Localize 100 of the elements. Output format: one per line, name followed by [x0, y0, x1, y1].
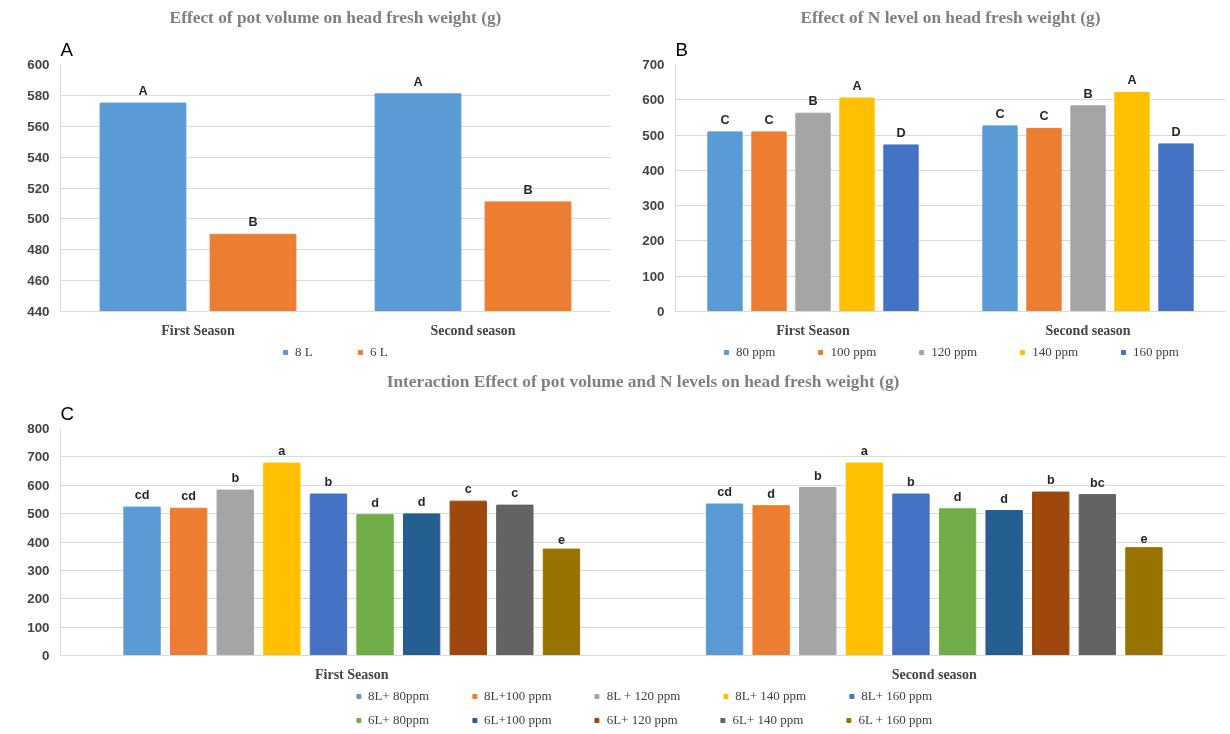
data-label: C: [720, 112, 730, 127]
data-label: D: [896, 125, 906, 140]
legend-label: 6L+100 ppm: [484, 712, 552, 728]
legend-label: 8L + 120 ppm: [606, 688, 681, 704]
data-label: A: [1127, 73, 1137, 88]
x-tick-label: Second season: [430, 322, 516, 338]
bar: [707, 131, 743, 312]
bar: [799, 487, 837, 656]
bar: [169, 507, 208, 656]
legend-label: 8L+ 160 ppm: [861, 688, 933, 704]
y-tick-label: 0: [42, 648, 50, 663]
y-tick-label: 400: [642, 162, 665, 178]
data-label: a: [860, 444, 869, 459]
bar: [985, 510, 1023, 656]
legend-label: 8 L: [295, 344, 314, 360]
data-label: b: [231, 471, 240, 486]
legend-label: 6 L: [370, 344, 389, 360]
data-label: B: [523, 182, 533, 197]
bar: [216, 489, 254, 656]
y-tick-label: 100: [642, 268, 665, 284]
data-label: d: [767, 486, 776, 501]
x-tick-label: First Season: [161, 322, 235, 338]
bar: [892, 493, 930, 656]
data-label: d: [1000, 491, 1009, 506]
data-label: C: [764, 112, 774, 127]
data-label: b: [324, 475, 333, 490]
data-label: cd: [717, 484, 732, 499]
legend-label: 6L+ 140 ppm: [732, 712, 804, 728]
bar: [449, 500, 487, 656]
x-tick-label: Second season: [891, 666, 978, 682]
x-tick-label: First Season: [315, 666, 389, 682]
bar: [705, 503, 744, 656]
bar: [356, 514, 394, 656]
bar: [1032, 491, 1070, 656]
y-tick-label: 500: [27, 211, 50, 227]
chart-title: Effect of pot volume on head fresh weight (g): [169, 7, 502, 27]
y-tick-label: 520: [27, 180, 50, 196]
data-label: c: [464, 482, 472, 497]
data-label: e: [1140, 531, 1148, 546]
bar: [1114, 91, 1150, 312]
bar: [839, 97, 875, 312]
bar: [1078, 494, 1117, 656]
y-tick-label: 440: [27, 304, 50, 319]
data-label: d: [371, 495, 379, 510]
data-label: b: [1046, 473, 1055, 488]
y-tick-label: 700: [27, 449, 50, 465]
bar: [982, 125, 1018, 312]
data-label: C: [995, 106, 1005, 121]
bar: [1158, 143, 1194, 312]
data-label: a: [278, 444, 287, 459]
y-tick-label: 100: [27, 619, 50, 635]
legend-label: 6L+ 120 ppm: [606, 712, 678, 728]
text: B: [675, 38, 688, 60]
data-label: cd: [181, 489, 197, 504]
bar: [845, 462, 884, 656]
y-tick-label: 460: [27, 273, 50, 289]
data-label: b: [813, 468, 822, 483]
x-tick-label: Second season: [1045, 322, 1131, 338]
data-label: A: [413, 74, 423, 89]
y-tick-label: 500: [27, 506, 50, 522]
bar: [123, 506, 161, 656]
legend-label: 8L+100 ppm: [484, 688, 552, 704]
legend-label: 8L+ 140 ppm: [735, 688, 807, 704]
data-label: e: [557, 533, 565, 548]
bar: [1125, 547, 1163, 656]
y-tick-label: 0: [657, 304, 665, 319]
bar: [938, 508, 977, 656]
y-tick-label: 600: [642, 92, 665, 108]
bar: [263, 462, 301, 656]
legend-label: 8L+ 80ppm: [367, 688, 430, 704]
legend-label: 6L + 160 ppm: [858, 712, 933, 728]
chart-title: Effect of N level on head fresh weight (g): [800, 7, 1101, 27]
bar: [402, 513, 441, 656]
bar: [309, 493, 348, 656]
data-label: B: [248, 215, 258, 230]
y-tick-label: 600: [27, 477, 50, 493]
y-tick-label: 700: [642, 57, 665, 72]
bar: [751, 131, 787, 312]
chart-title: Interaction Effect of pot volume and N levels on head fresh weight (g): [386, 371, 900, 391]
y-tick-label: 480: [27, 242, 50, 258]
data-label: b: [907, 475, 916, 490]
legend-label: 160 ppm: [1133, 344, 1179, 360]
bar: [795, 112, 831, 312]
data-label: B: [1083, 86, 1093, 101]
y-tick-label: 400: [27, 534, 50, 550]
y-tick-label: 200: [27, 591, 50, 607]
data-label: A: [852, 79, 862, 94]
bar: [1026, 127, 1062, 312]
bar: [1070, 105, 1106, 312]
bar: [883, 144, 919, 312]
y-tick-label: 200: [642, 233, 665, 249]
legend-label: 140 ppm: [1032, 344, 1079, 360]
y-tick-label: 300: [27, 562, 50, 578]
bar: [496, 504, 534, 656]
legend-label: 6L+ 80ppm: [367, 712, 430, 728]
text: C: [60, 402, 74, 424]
data-label: A: [138, 84, 148, 99]
legend-label: 120 ppm: [931, 344, 978, 360]
legend-label: 100 ppm: [830, 344, 877, 360]
y-tick-label: 800: [27, 421, 50, 436]
